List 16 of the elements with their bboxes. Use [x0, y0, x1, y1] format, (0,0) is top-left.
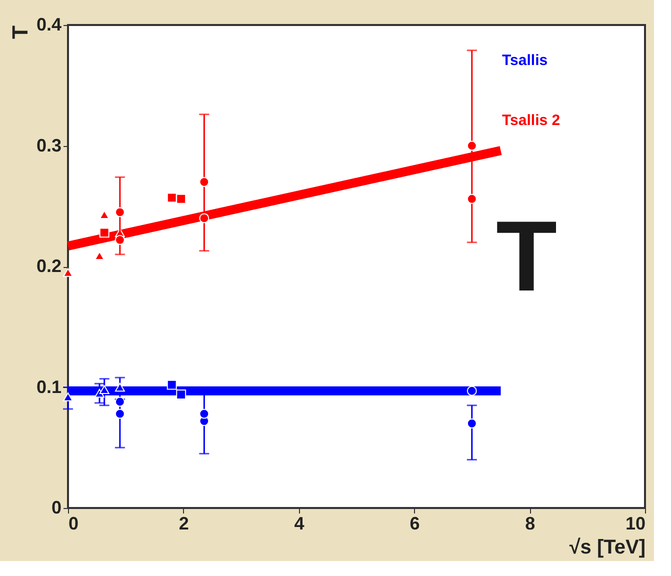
- x-axis-title: √s [TeV]: [569, 536, 646, 558]
- text: Tsallis: [502, 52, 548, 69]
- x-tick-label: 4: [294, 514, 304, 534]
- y-tick-label: 0.2: [36, 256, 62, 276]
- y-tick-label: 0.4: [36, 14, 62, 34]
- series-label: Tsallis 2: [502, 112, 560, 129]
- y-axis-title: T: [7, 24, 32, 39]
- y-tick-label: 0.3: [36, 135, 62, 156]
- x-tick-label: 2: [178, 514, 189, 534]
- x-tick-label: 6: [410, 514, 420, 534]
- y-tick-label: 0: [51, 498, 62, 518]
- y-tick-label: 0.1: [36, 376, 62, 397]
- x-tick-label: 10: [625, 514, 646, 534]
- x-tick-label: 0: [68, 514, 79, 534]
- x-tick-label: 8: [525, 514, 536, 534]
- annotation: T: [496, 200, 558, 312]
